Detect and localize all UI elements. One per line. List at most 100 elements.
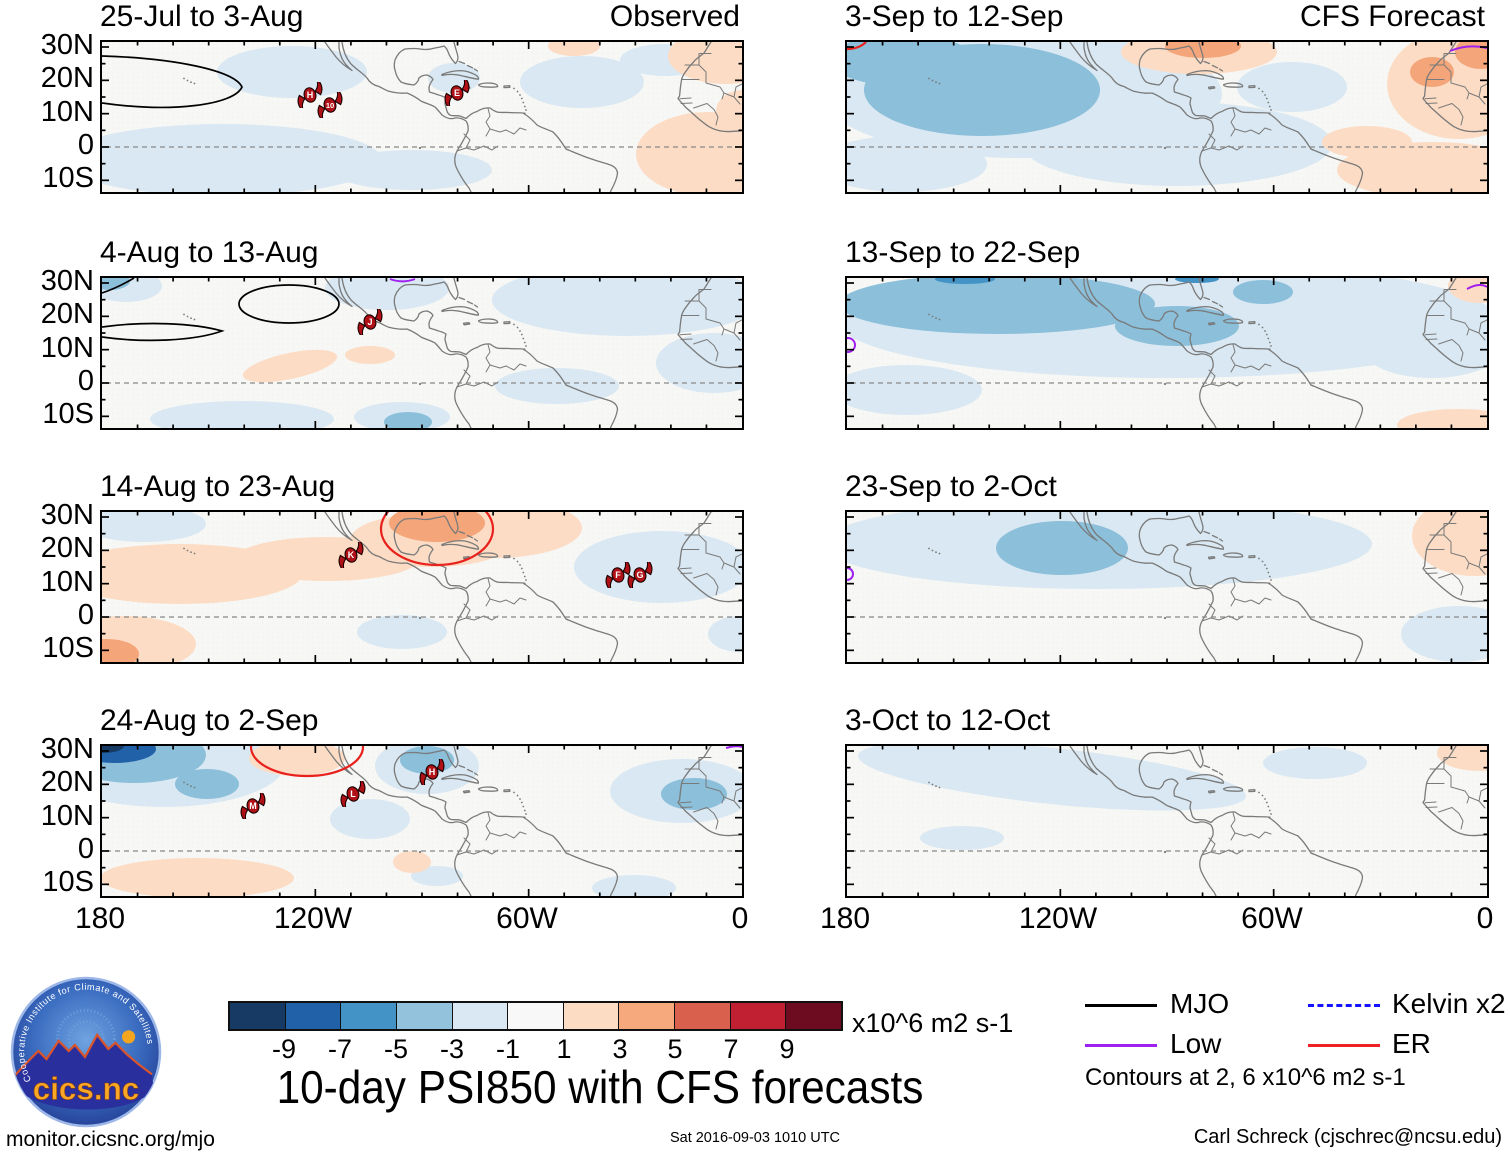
wave-contours: [102, 278, 416, 342]
lat-axis-label: 20N: [40, 298, 94, 330]
colorbar-cell: [452, 1003, 509, 1029]
lon-axis-label: 120W: [273, 902, 353, 935]
anomaly-shading: [102, 42, 742, 192]
colorbar-units-label: x10^6 m2 s-1: [852, 1008, 1014, 1038]
lat-axis-label: 10N: [40, 96, 94, 128]
wave-contours: [379, 512, 495, 567]
tropical-cyclone-marker: K: [338, 542, 364, 568]
axis-ticks: [102, 512, 742, 662]
axis-ticks: [102, 278, 742, 428]
wave-contours: [847, 283, 1487, 353]
axis-ticks: [102, 42, 742, 192]
lat-axis-label: 20N: [40, 62, 94, 94]
map-panel-forecast-3: 23-Sep to 2-Oct: [845, 470, 1489, 666]
colorbar-cell: [563, 1003, 620, 1029]
anomaly-shading: [102, 512, 742, 662]
lat-axis-label: 30N: [40, 265, 94, 297]
map-canvas: [845, 510, 1489, 664]
map-panel-forecast-1: 3-Sep to 12-Sep CFS Forecast: [845, 0, 1489, 196]
anomaly-shading: [847, 512, 1487, 662]
tropical-cyclone-marker: E: [444, 80, 470, 106]
column-source-label: CFS Forecast: [1299, 0, 1485, 33]
axis-ticks: [847, 278, 1487, 428]
colorbar-tick: 3: [612, 1034, 628, 1064]
lat-axis-label: 0: [77, 599, 94, 631]
lon-axis-label: 180: [819, 902, 871, 935]
colorbar-tick: -7: [327, 1034, 352, 1064]
colorbar-cell: [341, 1003, 397, 1029]
panel-period-label: 24-Aug to 2-Sep: [100, 704, 319, 737]
contour-levels-note: Contours at 2, 6 x10^6 m2 s-1: [1085, 1064, 1406, 1091]
wave-contours: [847, 567, 854, 581]
lon-axis-label: 60W: [1241, 902, 1303, 935]
panel-period-label: 14-Aug to 23-Aug: [100, 470, 336, 503]
map-panel-observed-1: 25-Jul to 3-Aug Observed 30N 20N 10N 0 1…: [41, 0, 744, 196]
legend-line-mjo: [1085, 1004, 1157, 1007]
map-panel-forecast-4: 3-Oct to 12-Oct: [845, 704, 1489, 900]
anomaly-shading: [847, 42, 1487, 192]
lat-axis-label: 10S: [42, 632, 94, 664]
cicsnc-logo: Cooperative Institute for Climate and Sa…: [10, 976, 162, 1128]
wave-contours: [102, 55, 243, 109]
map-canvas: [845, 276, 1489, 430]
tropical-cyclone-marker: L: [340, 781, 366, 807]
colorbar-tick: 5: [667, 1034, 683, 1064]
colorbar-cell: [230, 1003, 286, 1029]
colorbar-tick: -5: [383, 1034, 408, 1064]
map-panel-observed-3: 14-Aug to 23-Aug 30N 20N 10N 0 10S K F: [41, 470, 744, 666]
panel-period-label: 13-Sep to 22-Sep: [845, 236, 1081, 269]
lat-axis-label: 10N: [40, 566, 94, 598]
lat-axis-label: 30N: [40, 29, 94, 61]
legend-label-low: Low: [1170, 1028, 1222, 1059]
panel-period-label: 4-Aug to 13-Aug: [100, 236, 319, 269]
axis-ticks: [847, 746, 1487, 896]
footer-timestamp: Sat 2016-09-03 1010 UTC: [669, 1130, 841, 1146]
panel-period-label: 3-Oct to 12-Oct: [845, 704, 1051, 737]
lon-axis-left-column: 180 120W 60W 0: [75, 902, 748, 942]
map-panel-forecast-2: 13-Sep to 22-Sep: [845, 236, 1489, 432]
lon-axis-label: 60W: [496, 902, 558, 935]
anomaly-shading: [858, 746, 1487, 850]
lat-axis-label: 10S: [42, 398, 94, 430]
footer-author: Carl Schreck (cjschrec@ncsu.edu): [1193, 1126, 1502, 1148]
lat-axis-label: 0: [77, 129, 94, 161]
axis-ticks: [102, 746, 742, 896]
tropical-cyclone-marker: F: [605, 562, 631, 588]
map-canvas: [100, 276, 744, 430]
legend-line-er: [1308, 1044, 1380, 1047]
colorbar-tick: -3: [439, 1034, 464, 1064]
lat-axis-label: 30N: [40, 499, 94, 531]
legend-line-kelvin: [1308, 1004, 1380, 1007]
colorbar-cell: [619, 1003, 676, 1029]
lon-axis-label: 0: [731, 902, 749, 935]
lon-axis-right-column: 180 120W 60W 0: [820, 902, 1493, 942]
colorbar-tick: 9: [779, 1034, 795, 1064]
axis-ticks: [847, 42, 1487, 192]
lat-axis-label: 10N: [40, 332, 94, 364]
tropical-cyclone-marker: M: [240, 793, 266, 819]
anomaly-shading: [102, 746, 742, 896]
map-canvas: [100, 510, 744, 664]
colorbar-tick: 7: [723, 1034, 739, 1064]
anomaly-shading: [102, 278, 742, 428]
lat-axis-label: 10S: [42, 866, 94, 898]
panel-period-label: 25-Jul to 3-Aug: [100, 0, 304, 33]
tropical-cyclone-marker: G: [627, 562, 653, 588]
lat-axis-label: 20N: [40, 532, 94, 564]
lat-axis-label: 0: [77, 365, 94, 397]
tropical-cyclone-marker: H: [419, 759, 445, 785]
wave-contours: [249, 746, 742, 778]
footer-url: monitor.cicsnc.org/mjo: [6, 1128, 215, 1151]
panel-period-label: 23-Sep to 2-Oct: [845, 470, 1057, 503]
colorbar-tick: -1: [495, 1034, 520, 1064]
colorbar-cell: [730, 1003, 787, 1029]
colorbar-tick: 1: [556, 1034, 572, 1064]
lat-axis-label: 20N: [40, 766, 94, 798]
lat-axis-label: 10S: [42, 162, 94, 194]
colorbar-cell: [675, 1003, 731, 1029]
column-source-label: Observed: [609, 0, 740, 33]
lat-axis-label: 0: [77, 833, 94, 865]
colorbar-cell: [786, 1003, 842, 1029]
lon-axis-label: 180: [74, 902, 126, 935]
